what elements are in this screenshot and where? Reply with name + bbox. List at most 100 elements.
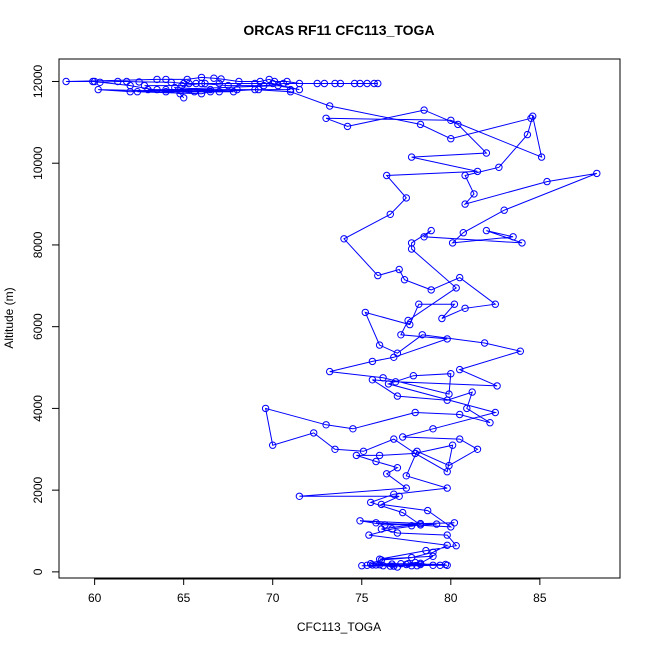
data-point [375,451,384,460]
data-point [322,421,330,429]
data-point [480,339,489,347]
data-point [393,529,402,537]
data-point [229,88,238,96]
data-point [368,357,377,366]
data-point [436,561,444,569]
data-point [381,521,389,529]
data-point [491,300,499,308]
data-point [283,77,291,86]
data-point [447,135,455,143]
data-point [402,194,410,202]
data-point [429,561,437,569]
data-point [443,484,451,492]
data-point [326,367,334,376]
x-tick-label: 60 [88,591,102,605]
data-point [399,508,407,517]
data-point [593,169,601,178]
data-point [422,546,430,555]
data-point [482,149,491,157]
data-point [388,560,396,568]
data-point [432,520,441,528]
data-point [409,372,418,380]
data-point [420,106,428,114]
data-point [352,451,361,460]
data-point [256,77,264,86]
data-point [461,304,469,312]
data-point [197,90,206,98]
data-point [448,239,457,247]
data-point [367,560,375,568]
data-point [443,541,451,549]
data-point [386,210,394,219]
data-point [374,271,382,280]
y-tick-label: 10000 [31,146,45,180]
data-point [456,273,464,282]
data-point [461,171,469,180]
data-point [438,314,446,323]
data-point [463,404,471,413]
y-tick-label: 0 [31,568,45,575]
data-point [162,85,170,94]
data-point [372,457,380,466]
data-point [429,425,437,433]
data-point [372,561,380,569]
data-point [217,75,225,83]
data-point [413,447,421,455]
data-point [192,79,200,88]
data-point [450,519,459,527]
data-point [473,167,482,176]
x-tick-label: 75 [355,591,369,605]
data-point [135,78,143,86]
data-point [397,331,405,339]
data-point [363,79,371,88]
data-point [495,163,503,172]
data-point [493,382,501,390]
data-point [461,200,469,208]
data-point [456,435,464,443]
data-point [162,75,170,84]
data-point [368,561,377,569]
data-point [310,429,318,437]
data-point [450,300,459,308]
data-point [365,531,373,539]
data-point [416,560,425,569]
data-point [509,233,517,241]
data-point [126,81,134,90]
y-tick-label: 4000 [31,395,45,422]
data-point [411,449,419,458]
data-point [331,79,339,88]
data-point [523,130,532,139]
data-point [441,560,450,569]
data-point [407,522,416,530]
data-point [404,560,412,568]
data-point [377,556,386,564]
y-tick-label: 6000 [31,313,45,340]
data-point [320,79,329,88]
data-point [313,79,321,88]
data-point [370,79,378,88]
data-point [429,552,437,560]
data-point [180,94,188,102]
data-point [206,85,215,94]
data-point [411,408,419,417]
data-point [224,81,232,90]
data-point [326,102,334,110]
data-point [90,77,99,86]
y-tick-label: 12000 [31,64,45,98]
data-point [418,331,426,339]
x-tick-label: 65 [177,591,191,605]
data-point [384,380,393,388]
x-axis: 60 65 70 75 80 85 [88,578,547,605]
data-point [350,79,359,88]
x-axis-label: CFC113_TOGA [297,620,381,634]
data-point [452,284,460,292]
data-point [374,79,382,88]
data-point [427,226,435,235]
y-tick-label: 2000 [31,476,45,503]
data-point [406,320,414,329]
data-point [363,561,371,569]
data-point [390,435,398,443]
data-point [286,88,295,96]
